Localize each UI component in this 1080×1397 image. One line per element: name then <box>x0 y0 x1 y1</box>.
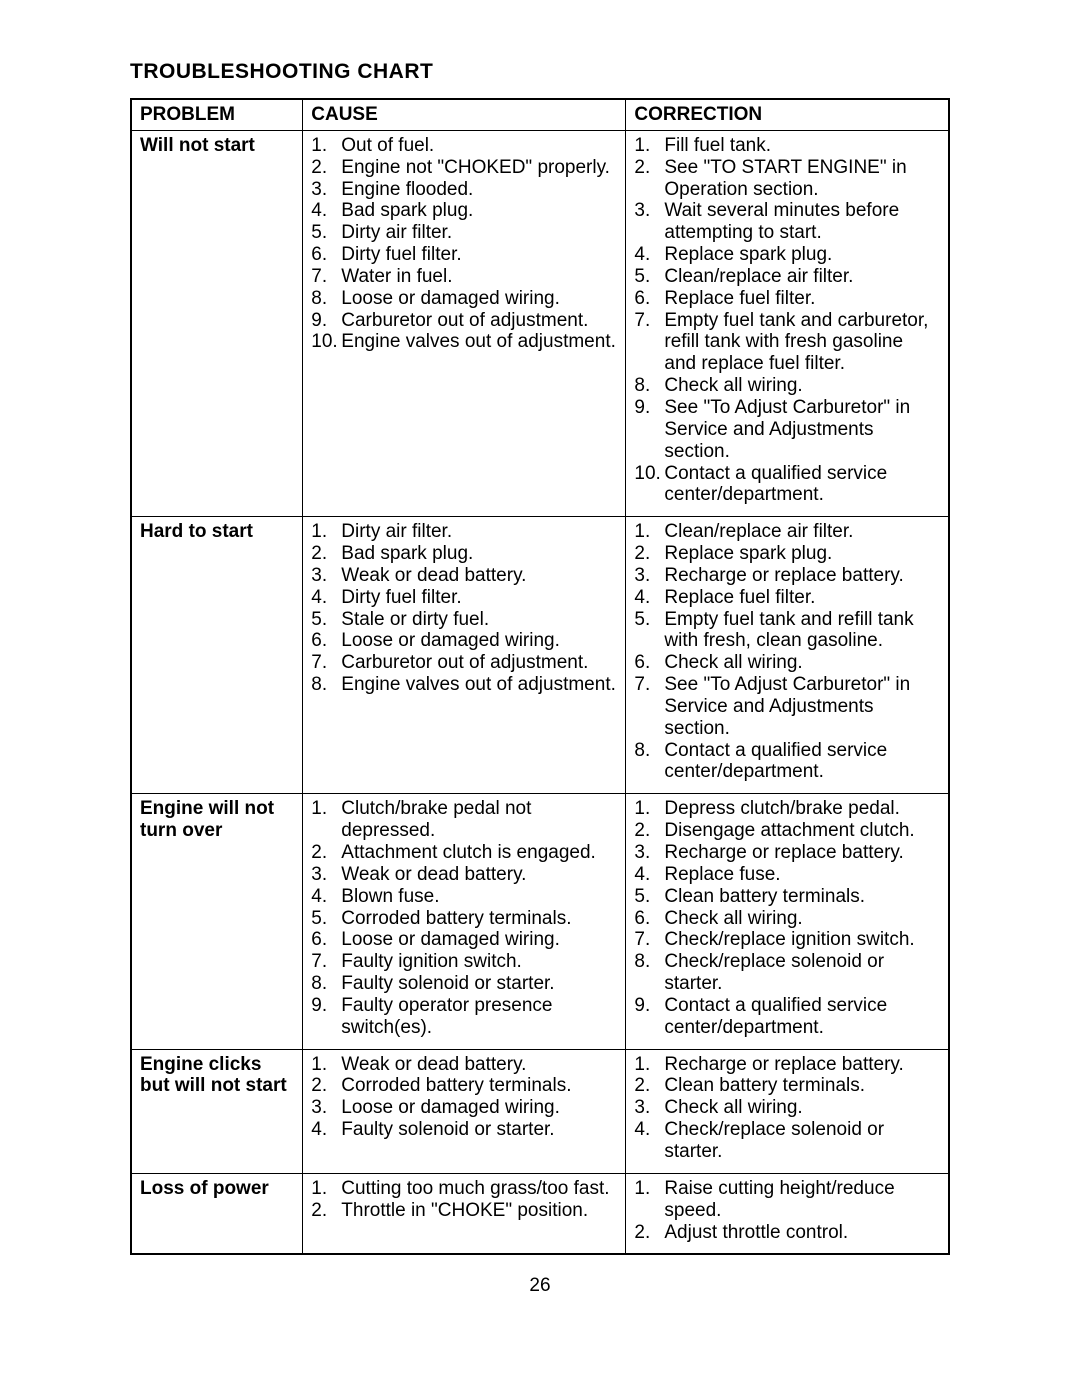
header-cause: CAUSE <box>303 99 626 130</box>
correction-item: Disengage attachment clutch. <box>634 820 940 842</box>
correction-item: Check all wiring. <box>634 375 940 397</box>
problem-label: Loss of power <box>140 1178 269 1199</box>
cause-cell: Weak or dead battery.Corroded battery te… <box>303 1049 626 1173</box>
cause-item: Cutting too much grass/too fast. <box>311 1178 617 1200</box>
cause-item: Bad spark plug. <box>311 543 617 565</box>
cause-item: Weak or dead battery. <box>311 1054 617 1076</box>
problem-label: Engine clicks but will not start <box>140 1054 287 1097</box>
correction-item: See "TO START ENGINE" in Operation secti… <box>634 157 940 201</box>
cause-item: Engine valves out of adjustment. <box>311 674 617 696</box>
cause-item: Faulty ignition switch. <box>311 951 617 973</box>
correction-item: Replace fuse. <box>634 864 940 886</box>
correction-cell: Depress clutch/brake pedal.Disengage att… <box>626 794 949 1049</box>
table-row: Engine clicks but will not start Weak or … <box>131 1049 949 1173</box>
page-number: 26 <box>130 1275 950 1297</box>
cause-item: Dirty air filter. <box>311 521 617 543</box>
correction-item: Contact a qualified service center/depar… <box>634 463 940 507</box>
problem-cell: Hard to start <box>131 517 303 794</box>
cause-item: Bad spark plug. <box>311 200 617 222</box>
cause-item: Faulty operator presence switch(es). <box>311 995 617 1039</box>
correction-item: Replace spark plug. <box>634 543 940 565</box>
cause-cell: Out of fuel.Engine not "CHOKED" properly… <box>303 130 626 516</box>
table-row: Hard to start Dirty air filter.Bad spark … <box>131 517 949 794</box>
header-problem: PROBLEM <box>131 99 303 130</box>
problem-cell: Loss of power <box>131 1173 303 1254</box>
cause-item: Throttle in "CHOKE" position. <box>311 1200 617 1222</box>
correction-item: Check all wiring. <box>634 1097 940 1119</box>
correction-item: Contact a qualified service center/depar… <box>634 995 940 1039</box>
correction-cell: Recharge or replace battery.Clean batter… <box>626 1049 949 1173</box>
correction-item: Recharge or replace battery. <box>634 842 940 864</box>
correction-item: Clean/replace air filter. <box>634 521 940 543</box>
cause-item: Engine valves out of adjustment. <box>311 331 617 353</box>
correction-cell: Fill fuel tank.See "TO START ENGINE" in … <box>626 130 949 516</box>
table-row: Will not start Out of fuel.Engine not "CH… <box>131 130 949 516</box>
correction-item: Depress clutch/brake pedal. <box>634 798 940 820</box>
correction-item: Recharge or replace battery. <box>634 1054 940 1076</box>
correction-item: Clean/replace air filter. <box>634 266 940 288</box>
correction-item: Replace spark plug. <box>634 244 940 266</box>
correction-item: See "To Adjust Carburetor" in Service an… <box>634 397 940 463</box>
cause-item: Loose or damaged wiring. <box>311 630 617 652</box>
cause-item: Engine flooded. <box>311 179 617 201</box>
correction-item: Raise cutting height/reduce speed. <box>634 1178 940 1222</box>
correction-item: Replace fuel filter. <box>634 288 940 310</box>
correction-item: Fill fuel tank. <box>634 135 940 157</box>
correction-item: Contact a qualified service center/depar… <box>634 740 940 784</box>
cause-item: Dirty air filter. <box>311 222 617 244</box>
cause-item: Dirty fuel filter. <box>311 587 617 609</box>
correction-item: Check/replace solenoid or starter. <box>634 951 940 995</box>
cause-item: Out of fuel. <box>311 135 617 157</box>
problem-label: Hard to start <box>140 521 253 542</box>
troubleshooting-table: PROBLEM CAUSE CORRECTION Will not start O… <box>130 98 950 1255</box>
cause-item: Carburetor out of adjustment. <box>311 652 617 674</box>
correction-item: Replace fuel filter. <box>634 587 940 609</box>
problem-cell: Engine will not turn over <box>131 794 303 1049</box>
cause-cell: Dirty air filter.Bad spark plug.Weak or … <box>303 517 626 794</box>
cause-item: Dirty fuel filter. <box>311 244 617 266</box>
cause-cell: Cutting too much grass/too fast.Throttle… <box>303 1173 626 1254</box>
correction-item: Recharge or replace battery. <box>634 565 940 587</box>
cause-cell: Clutch/brake pedal not depressed.Attachm… <box>303 794 626 1049</box>
cause-item: Loose or damaged wiring. <box>311 929 617 951</box>
cause-item: Loose or damaged wiring. <box>311 288 617 310</box>
problem-label: Will not start <box>140 135 255 156</box>
cause-item: Stale or dirty fuel. <box>311 609 617 631</box>
correction-item: Check all wiring. <box>634 652 940 674</box>
correction-item: Adjust throttle control. <box>634 1222 940 1244</box>
cause-item: Corroded battery terminals. <box>311 908 617 930</box>
correction-cell: Clean/replace air filter.Replace spark p… <box>626 517 949 794</box>
table-row: Loss of power Cutting too much grass/too … <box>131 1173 949 1254</box>
cause-item: Blown fuse. <box>311 886 617 908</box>
cause-item: Carburetor out of adjustment. <box>311 310 617 332</box>
correction-item: Check all wiring. <box>634 908 940 930</box>
correction-cell: Raise cutting height/reduce speed.Adjust… <box>626 1173 949 1254</box>
problem-cell: Engine clicks but will not start <box>131 1049 303 1173</box>
table-header-row: PROBLEM CAUSE CORRECTION <box>131 99 949 130</box>
cause-item: Corroded battery terminals. <box>311 1075 617 1097</box>
cause-item: Weak or dead battery. <box>311 565 617 587</box>
correction-item: Check/replace solenoid or starter. <box>634 1119 940 1163</box>
cause-item: Faulty solenoid or starter. <box>311 1119 617 1141</box>
correction-item: Empty fuel tank and carburetor, refill t… <box>634 310 940 376</box>
cause-item: Clutch/brake pedal not depressed. <box>311 798 617 842</box>
correction-item: Empty fuel tank and refill tank with fre… <box>634 609 940 653</box>
chart-title: TROUBLESHOOTING CHART <box>130 60 950 84</box>
cause-item: Loose or damaged wiring. <box>311 1097 617 1119</box>
cause-item: Attachment clutch is engaged. <box>311 842 617 864</box>
problem-label: Engine will not turn over <box>140 798 274 841</box>
cause-item: Faulty solenoid or starter. <box>311 973 617 995</box>
cause-item: Water in fuel. <box>311 266 617 288</box>
table-row: Engine will not turn over Clutch/brake pe… <box>131 794 949 1049</box>
correction-item: See "To Adjust Carburetor" in Service an… <box>634 674 940 740</box>
correction-item: Clean battery terminals. <box>634 1075 940 1097</box>
cause-item: Engine not "CHOKED" properly. <box>311 157 617 179</box>
header-correction: CORRECTION <box>626 99 949 130</box>
correction-item: Wait several minutes before attempting t… <box>634 200 940 244</box>
cause-item: Weak or dead battery. <box>311 864 617 886</box>
problem-cell: Will not start <box>131 130 303 516</box>
correction-item: Check/replace ignition switch. <box>634 929 940 951</box>
correction-item: Clean battery terminals. <box>634 886 940 908</box>
